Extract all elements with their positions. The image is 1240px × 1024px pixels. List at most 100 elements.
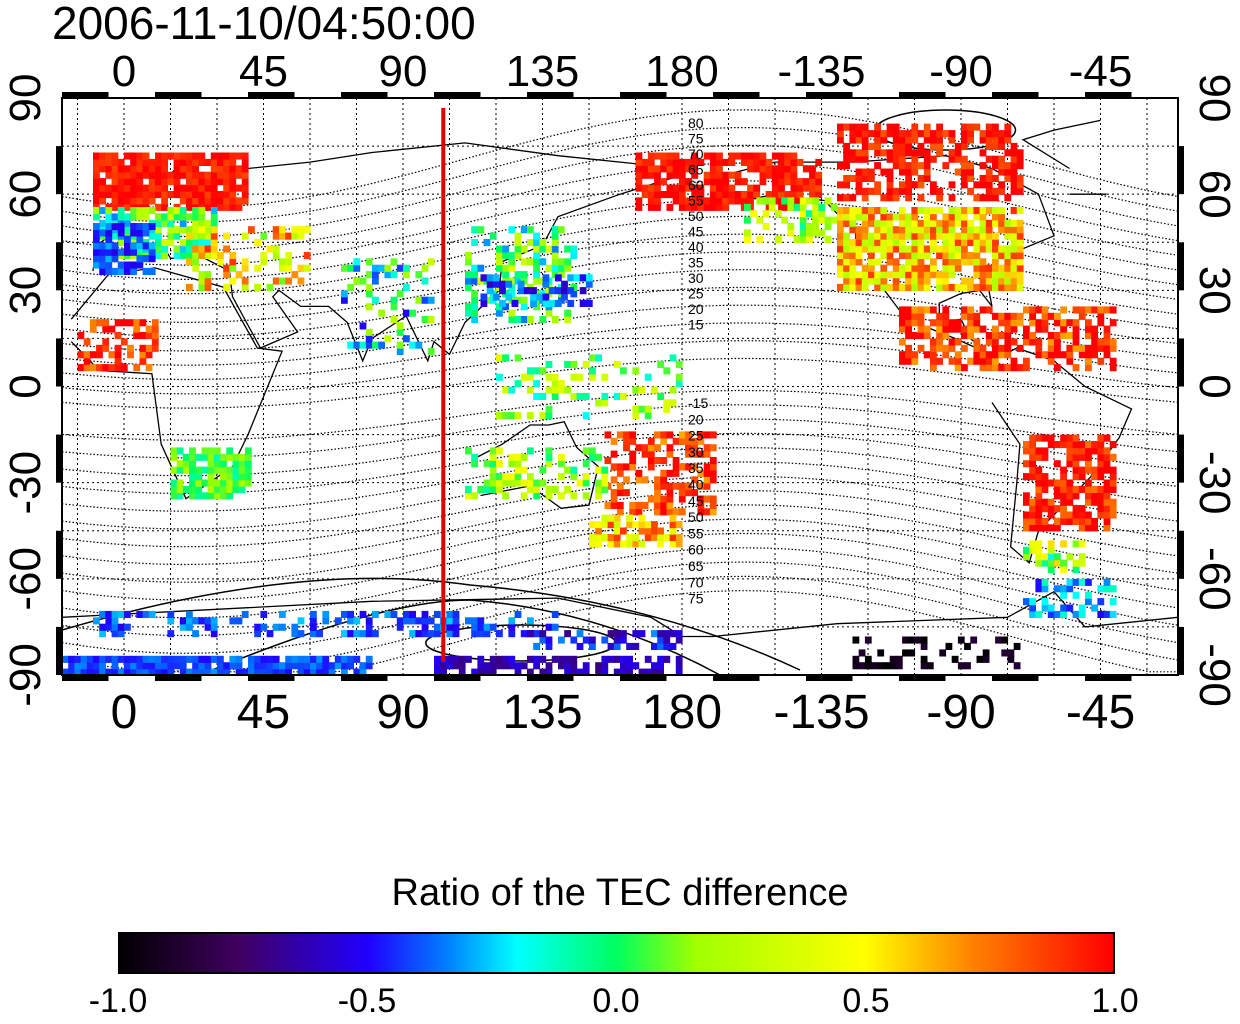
tec-cell	[601, 479, 609, 487]
tec-cell	[697, 431, 705, 439]
tec-cell	[204, 184, 212, 192]
tec-cell	[1066, 492, 1074, 500]
tec-cell	[111, 623, 119, 631]
tec-cell	[945, 642, 953, 650]
tec-cell	[961, 239, 968, 247]
tec-cell	[238, 466, 246, 474]
tec-cell	[691, 191, 699, 199]
tec-cell	[685, 489, 692, 497]
tec-cell	[213, 460, 221, 468]
tec-cell	[610, 463, 618, 471]
tec-cell	[942, 332, 950, 340]
tec-cell	[173, 184, 181, 192]
tec-cell	[1007, 649, 1015, 657]
tec-cell	[235, 171, 243, 179]
tec-cell	[992, 338, 999, 346]
tec-cell	[1066, 479, 1074, 487]
tec-cell	[899, 181, 906, 189]
tec-cell	[1041, 479, 1049, 487]
tec-cell	[210, 158, 218, 166]
tec-cell	[691, 450, 699, 458]
tec-cell	[1066, 344, 1074, 352]
tec-cell	[837, 219, 844, 227]
tec-cell	[589, 540, 596, 548]
tec-cell	[604, 457, 612, 465]
tec-cell	[861, 232, 869, 240]
tec-cell	[917, 332, 925, 340]
tec-cell	[229, 251, 237, 259]
tec-cell	[148, 165, 156, 173]
tec-cell	[390, 296, 398, 304]
tec-cell	[905, 226, 912, 234]
tec-cell	[917, 181, 925, 189]
tec-cell	[409, 610, 416, 618]
tec-cell	[1078, 306, 1086, 314]
tec-cell	[508, 473, 516, 481]
tec-cell	[229, 152, 237, 160]
tec-cell	[114, 344, 122, 352]
tec-cell	[1029, 598, 1036, 606]
tec-cell	[861, 245, 869, 253]
tec-cell	[905, 213, 912, 221]
tec-cell	[651, 642, 658, 650]
tec-cell	[173, 226, 181, 234]
tec-cell	[672, 469, 680, 477]
coastline	[62, 590, 1178, 638]
tec-cell	[223, 283, 230, 291]
tec-cell	[1091, 517, 1098, 525]
tec-cell	[1097, 492, 1105, 500]
tec-cell	[917, 344, 925, 352]
tec-cell	[843, 194, 850, 202]
tec-cell	[1041, 485, 1049, 493]
tec-cell	[992, 351, 999, 359]
tec-cell	[1060, 566, 1067, 574]
tec-cell	[744, 229, 751, 237]
tec-cell	[685, 184, 692, 192]
tec-cell	[105, 261, 113, 269]
tec-cell	[595, 668, 602, 675]
tec-cell	[68, 655, 75, 663]
tec-cell	[365, 655, 373, 663]
tec-cell	[341, 290, 348, 298]
tec-cell	[849, 207, 857, 215]
tec-cell	[942, 245, 950, 253]
tec-cell	[992, 239, 999, 247]
tec-cell	[1054, 460, 1061, 468]
tec-cell	[973, 312, 981, 320]
tec-cell	[709, 469, 717, 477]
tec-cell	[657, 360, 664, 368]
tec-cell	[666, 165, 674, 173]
tec-cell	[1047, 332, 1055, 340]
tec-cell	[802, 165, 810, 173]
tec-cell	[1010, 174, 1018, 182]
tec-cell	[644, 412, 652, 420]
tec-cell	[837, 123, 844, 131]
tec-cell	[647, 463, 655, 471]
tec-cell	[403, 617, 410, 625]
tec-cell	[815, 191, 823, 199]
tec-cell	[384, 264, 392, 272]
tec-cell	[632, 405, 640, 413]
tec-cell	[558, 460, 565, 468]
tec-cell	[660, 437, 668, 445]
tec-cell	[204, 226, 212, 234]
tec-cell	[886, 155, 894, 163]
tec-cell	[105, 242, 113, 250]
tec-cell	[542, 293, 550, 301]
tec-cell	[759, 158, 767, 166]
tec-cell	[1029, 466, 1036, 474]
tec-cell	[502, 492, 509, 500]
tec-cell	[880, 219, 888, 227]
tec-cell	[641, 171, 649, 179]
tec-cell	[837, 232, 844, 240]
tec-cell	[942, 319, 950, 327]
tec-cell	[911, 181, 919, 189]
tec-cell	[105, 655, 113, 663]
tec-cell	[155, 203, 162, 211]
tec-cell	[192, 226, 199, 234]
tec-cell	[660, 158, 668, 166]
tec-cell	[923, 136, 931, 144]
tec-cell	[1004, 277, 1012, 285]
tec-cell	[1078, 344, 1086, 352]
tec-cell	[691, 476, 699, 484]
